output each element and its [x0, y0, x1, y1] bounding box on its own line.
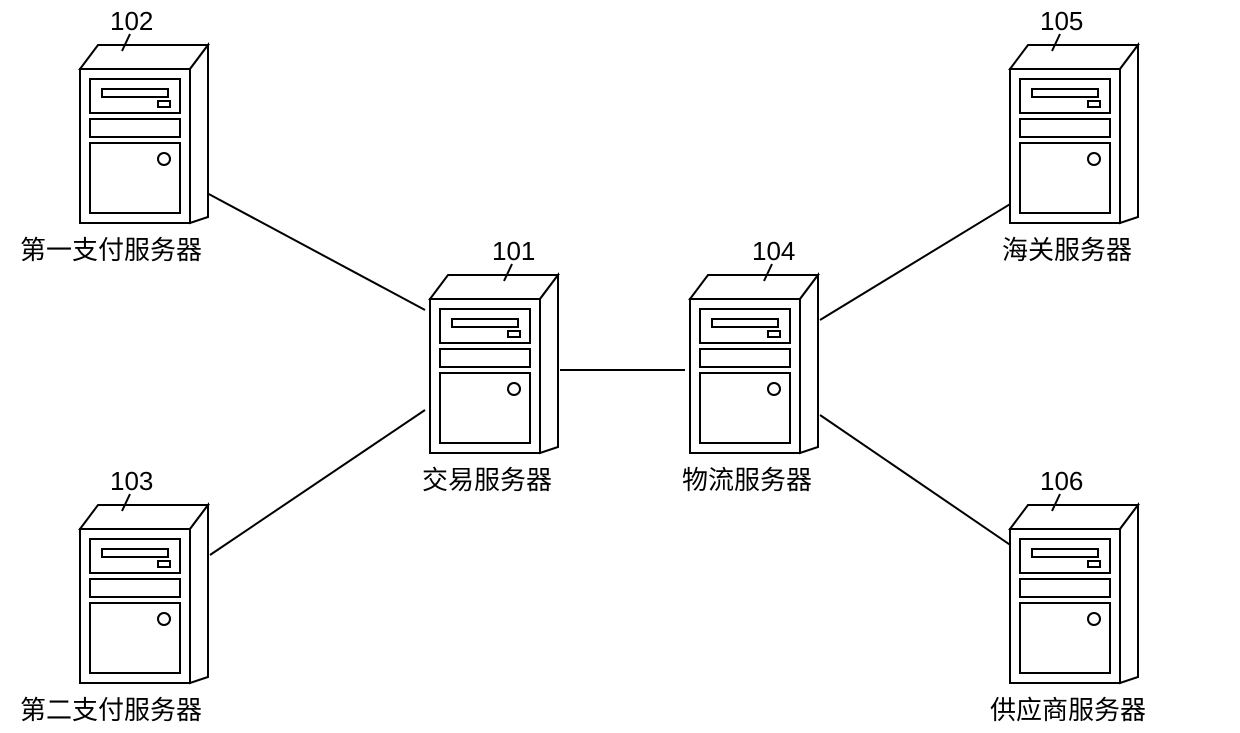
server-icon [1010, 505, 1138, 683]
server-icon [430, 275, 558, 453]
node-label-106: 供应商服务器 [990, 690, 1146, 727]
node-id-103: 103 [110, 466, 153, 497]
node-id-105: 105 [1040, 6, 1083, 37]
edge [820, 195, 1025, 320]
node-label-105: 海关服务器 [1002, 230, 1132, 267]
node-id-106: 106 [1040, 466, 1083, 497]
server-icon [690, 275, 818, 453]
edge [210, 410, 425, 555]
server-icon [1010, 45, 1138, 223]
node-label-104: 物流服务器 [682, 460, 812, 497]
node-id-102: 102 [110, 6, 153, 37]
node-label-102: 第一支付服务器 [20, 230, 202, 267]
node-id-101: 101 [492, 236, 535, 267]
node-id-104: 104 [752, 236, 795, 267]
node-label-101: 交易服务器 [422, 460, 552, 497]
server-icon [80, 45, 208, 223]
diagram-canvas [0, 0, 1240, 733]
server-icon [80, 505, 208, 683]
edge [820, 415, 1025, 555]
edge [205, 192, 425, 310]
node-label-103: 第二支付服务器 [20, 690, 202, 727]
